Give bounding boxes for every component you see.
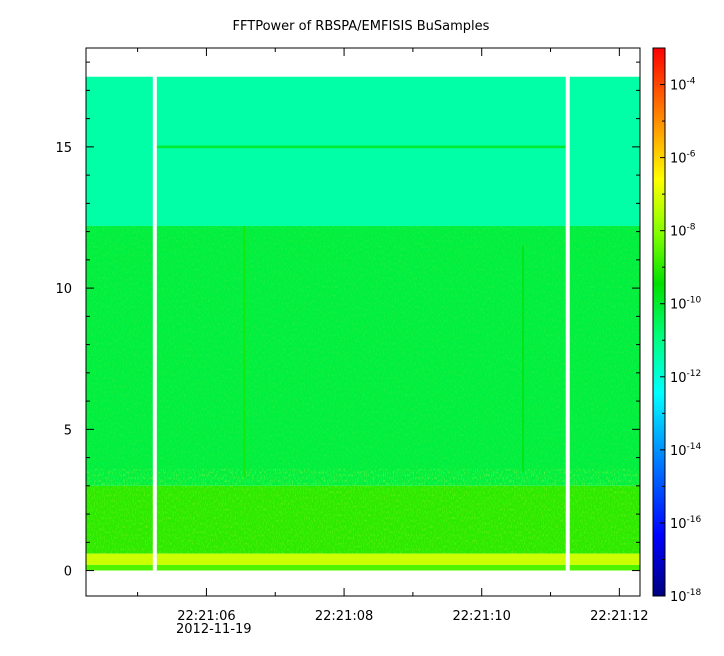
spectrogram-features bbox=[154, 145, 568, 478]
plot-frame bbox=[85, 47, 641, 597]
chart-title: FFTPower of RBSPA/EMFISIS BuSamples bbox=[233, 19, 490, 34]
colorbar-axis: 10-18 10-16 10-14 10-12 10-10 10-8 10-6 10-4 bbox=[660, 77, 702, 605]
colorbar-tick-label-7: 10-4 bbox=[670, 77, 696, 94]
spectrogram-band-4 bbox=[86, 564, 640, 571]
colorbar-tick-label-2: 10-14 bbox=[670, 442, 702, 459]
x-axis-date-label: 2012-11-19 bbox=[176, 622, 252, 637]
y-tick-label-3: 15 bbox=[55, 141, 72, 156]
no-data-bottom bbox=[86, 570, 640, 596]
colorbar-tick-label-0: 10-18 bbox=[670, 588, 702, 605]
y-axis: 0 5 10 15 bbox=[55, 61, 640, 580]
colorbar-tick-label-6: 10-6 bbox=[670, 150, 696, 167]
data-gap-0 bbox=[152, 75, 157, 572]
spectrogram-noise-texture bbox=[86, 225, 640, 554]
x-tick-label-1: 22:21:08 bbox=[315, 609, 373, 624]
y-tick-label-0: 0 bbox=[64, 565, 72, 580]
y-tick-label-2: 10 bbox=[55, 282, 72, 297]
no-data-top bbox=[86, 48, 640, 77]
spectrogram-band-3 bbox=[86, 553, 640, 565]
data-gaps bbox=[86, 48, 640, 596]
data-gap-1 bbox=[565, 75, 570, 572]
colorbar-tick-label-5: 10-8 bbox=[670, 223, 696, 240]
noise-texture-mid bbox=[86, 225, 640, 486]
x-axis: 22:21:06 22:21:08 22:21:10 22:21:12 bbox=[137, 48, 649, 624]
colorbar-tick-label-3: 10-12 bbox=[670, 369, 701, 386]
spectrogram-band-0 bbox=[86, 76, 640, 226]
colorbar bbox=[652, 47, 666, 597]
x-tick-label-0: 22:21:06 bbox=[177, 609, 235, 624]
colorbar-tick-label-1: 10-16 bbox=[670, 515, 702, 532]
x-tick-label-2: 22:21:10 bbox=[453, 609, 511, 624]
y-tick-label-1: 5 bbox=[64, 423, 72, 438]
x-tick-label-3: 22:21:12 bbox=[590, 609, 648, 624]
colorbar-tick-label-4: 10-10 bbox=[670, 296, 702, 313]
